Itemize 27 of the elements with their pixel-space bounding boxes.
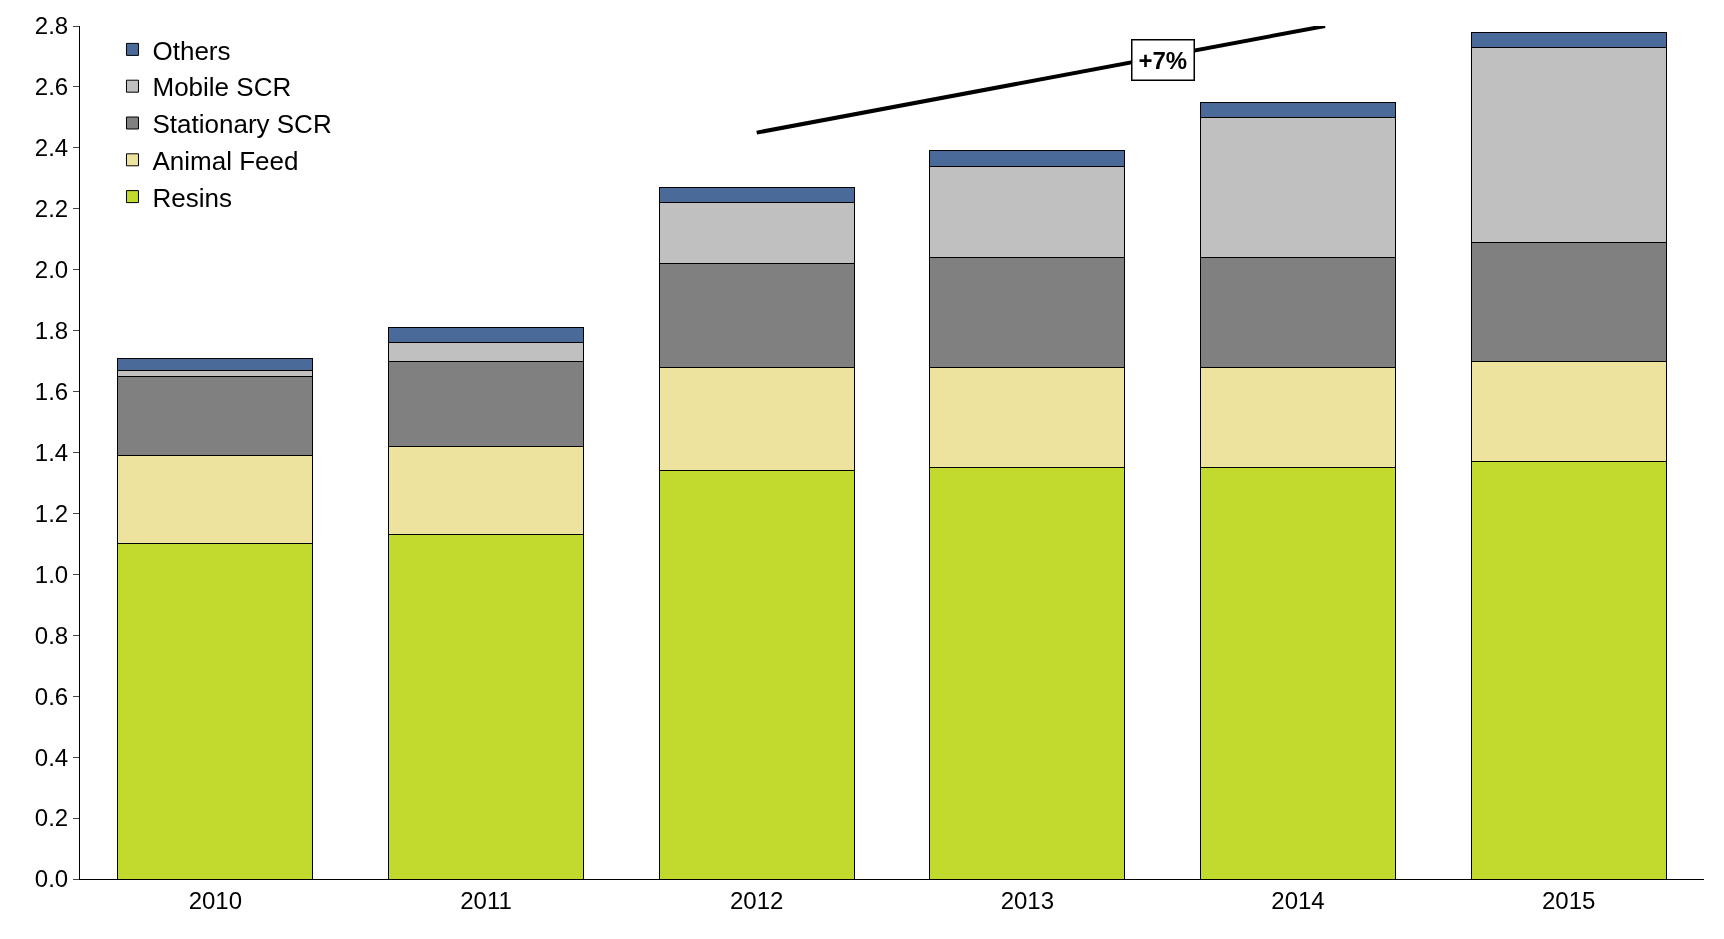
y-tick-label: 1.4 (34, 438, 69, 466)
y-tick-label: 0.8 (34, 621, 69, 649)
x-tick-label: 2010 (188, 886, 243, 914)
y-tick-label: 0.4 (34, 743, 69, 771)
y-tick-label: 0.6 (34, 682, 69, 710)
x-tick-label: 2014 (1271, 886, 1325, 914)
y-tick-label: 1.6 (34, 377, 69, 405)
legend-label: Stationary SCR (152, 109, 332, 140)
x-tick-label: 2013 (1000, 886, 1055, 914)
y-tick-label: 2.4 (34, 134, 69, 162)
legend-label: Resins (152, 182, 232, 213)
legend-label: Animal Feed (152, 145, 299, 176)
y-tick-label: 2.2 (34, 195, 69, 223)
y-tick-label: 1.2 (34, 499, 69, 527)
x-tick-label: 2012 (729, 886, 784, 914)
y-tick-label: 0.2 (34, 804, 69, 832)
legend-label: Mobile SCR (152, 72, 292, 103)
legend-label: Others (152, 35, 231, 66)
y-tick-label: 2.6 (34, 73, 69, 101)
x-tick-label: 2015 (1541, 886, 1596, 914)
y-tick-label: 2.8 (34, 12, 69, 40)
annotation: +7% (1138, 46, 1188, 74)
y-tick-label: 2.0 (34, 256, 69, 284)
y-tick-label: 0.0 (34, 865, 69, 893)
y-tick-label: 1.8 (34, 317, 69, 345)
y-tick-label: 1.0 (34, 560, 69, 588)
x-tick-label: 2011 (460, 886, 512, 914)
